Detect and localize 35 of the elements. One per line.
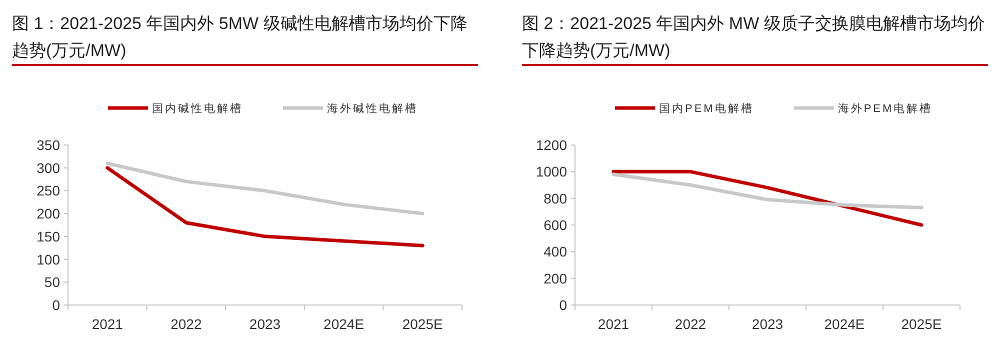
x-tick-label: 2024E bbox=[324, 316, 364, 332]
legend-label: 海外碱性电解槽 bbox=[327, 102, 418, 115]
line-series bbox=[612, 170, 924, 227]
chart-title: 图 1：2021-2025 年国内外 5MW 级碱性电解槽市场均价下降趋势(万元/MW) bbox=[12, 13, 468, 62]
line-series bbox=[106, 162, 424, 216]
chart-title: 图 2：2021-2025 年国内外 MW 级质子交换膜电解槽市场均价下降趋势(万元/MW) bbox=[522, 13, 986, 62]
y-tick-label: 250 bbox=[36, 182, 60, 199]
y-tick-label: 0 bbox=[52, 297, 60, 313]
legend-label: 国内碱性电解槽 bbox=[152, 102, 243, 115]
y-tick-label: 300 bbox=[36, 160, 60, 176]
x-tick-label: 2022 bbox=[674, 316, 706, 332]
x-tick-label: 2025E bbox=[402, 316, 443, 332]
x-tick-label: 2022 bbox=[170, 316, 202, 332]
x-tick-label: 2021 bbox=[92, 316, 124, 332]
y-tick-label: 100 bbox=[36, 251, 60, 268]
legend-label: 海外PEM电解槽 bbox=[838, 102, 933, 115]
y-tick-label: 400 bbox=[544, 244, 568, 260]
y-tick-label: 600 bbox=[544, 217, 568, 233]
line-series bbox=[106, 166, 424, 248]
y-tick-label: 50 bbox=[44, 274, 60, 290]
y-tick-label: 800 bbox=[544, 190, 568, 206]
y-tick-label: 1200 bbox=[536, 137, 568, 153]
line-series bbox=[612, 172, 924, 210]
y-tick-label: 200 bbox=[544, 270, 568, 286]
x-tick-label: 2025E bbox=[901, 316, 942, 332]
y-tick-label: 1000 bbox=[536, 164, 568, 180]
x-tick-label: 2023 bbox=[249, 316, 281, 332]
x-tick-label: 2024E bbox=[824, 316, 865, 332]
x-tick-label: 2023 bbox=[752, 316, 784, 332]
legend-label: 国内PEM电解槽 bbox=[659, 102, 754, 115]
y-tick-label: 350 bbox=[36, 137, 60, 153]
y-tick-label: 0 bbox=[559, 297, 568, 313]
x-tick-label: 2021 bbox=[598, 316, 630, 332]
y-tick-label: 200 bbox=[36, 206, 60, 222]
y-tick-label: 150 bbox=[36, 228, 60, 244]
